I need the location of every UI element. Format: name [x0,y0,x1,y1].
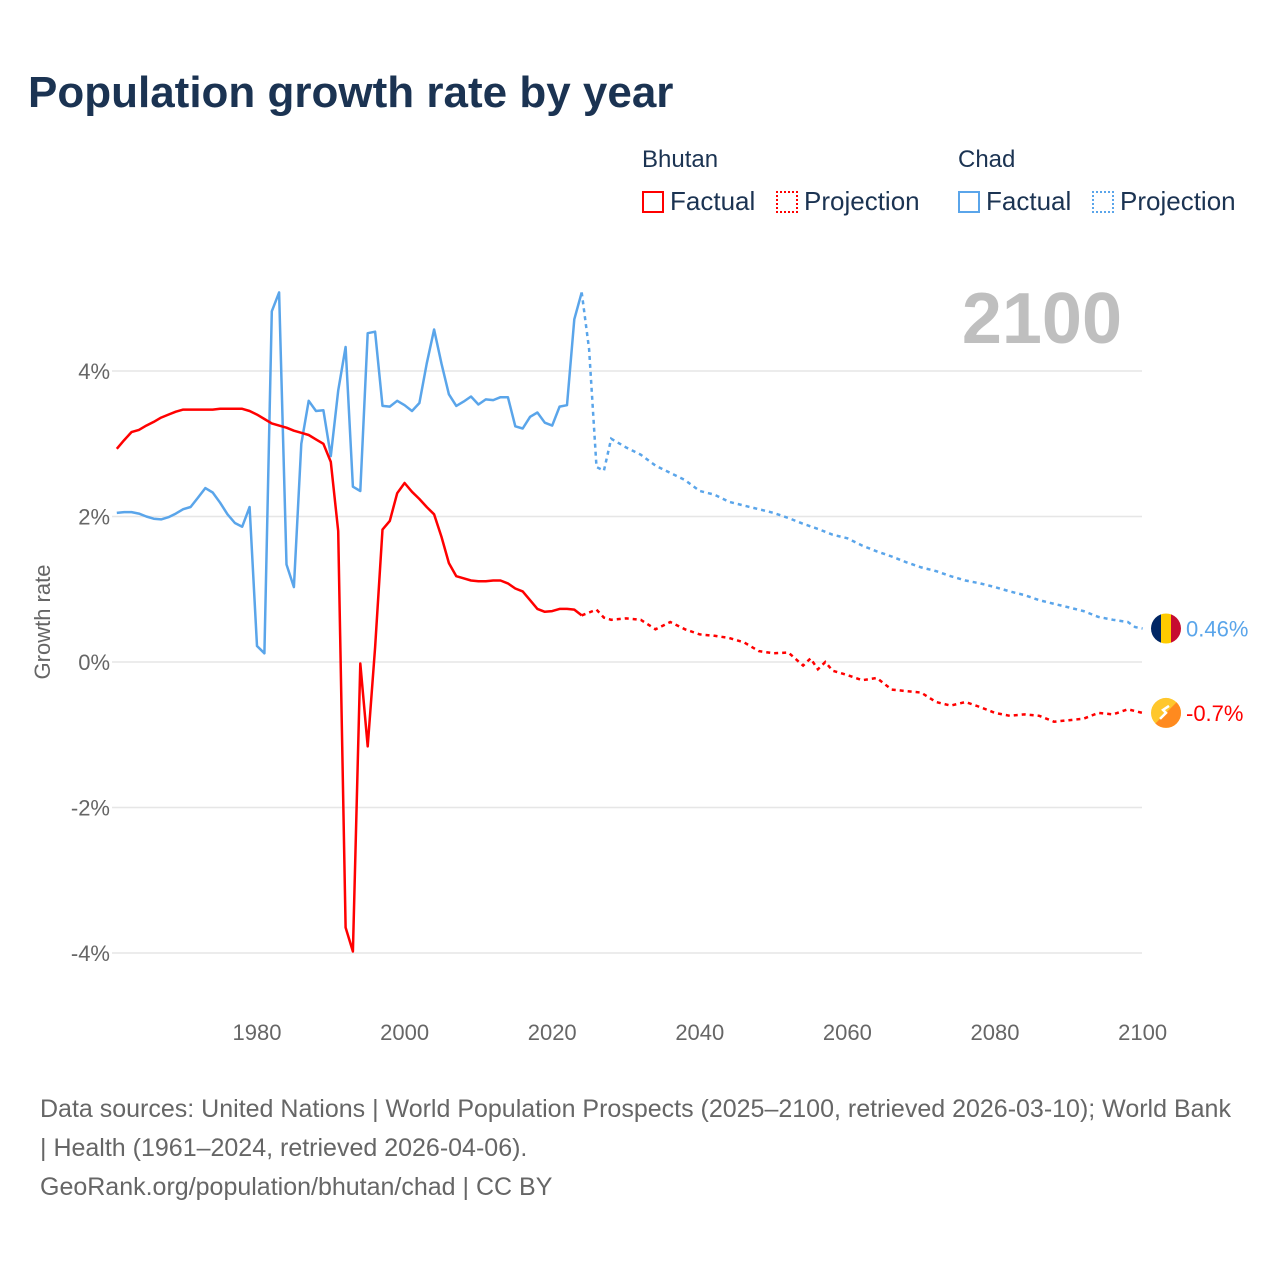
line-bhutan-factual [115,407,583,953]
end-label-bhutan: -0.7% [1186,701,1243,726]
source-link[interactable]: GeoRank.org/population/bhutan/chad | CC … [40,1173,553,1201]
legend-country-chad: Chad [958,146,1016,173]
line-bhutan-projection [581,608,1143,723]
end-label-chad: 0.46% [1186,617,1248,642]
chad-flag-icon [1151,613,1181,644]
legend-label: Factual [986,186,1072,216]
legend-swatch [776,190,798,213]
legend-label: Factual [670,186,756,216]
legend-chad-factual[interactable]: Factual [958,186,1071,217]
x-tick-label: 1980 [233,1020,282,1045]
y-tick-label: 0% [78,650,110,675]
legend-country-bhutan: Bhutan [642,146,719,173]
legend-swatch [642,190,664,213]
line-chad-factual [116,291,583,655]
y-tick-label: 4% [78,359,110,384]
y-tick-label: 2% [78,505,110,530]
bhutan-dragon [1159,704,1170,720]
data-sources: Data sources: United Nations | World Pop… [40,1095,1231,1162]
x-tick-label: 2000 [380,1020,429,1045]
x-tick-label: 2100 [1118,1020,1167,1045]
legend-swatch [958,190,980,213]
x-tick-label: 2060 [823,1020,872,1045]
legend-label: Projection [804,186,920,216]
x-tick-label: 2080 [971,1020,1020,1045]
legend-swatch [1092,190,1114,213]
legend-label: Projection [1120,186,1236,216]
year-label: 2100 [962,279,1122,359]
x-tick-label: 2020 [528,1020,577,1045]
legend-bhutan-projection[interactable]: Projection [776,186,920,217]
footer: Data sources: United Nations | World Pop… [40,1090,1240,1207]
x-tick-label: 2040 [675,1020,724,1045]
y-tick-label: -2% [71,796,110,821]
y-axis-label: Growth rate [30,565,55,680]
legend-chad-projection[interactable]: Projection [1092,186,1236,217]
y-tick-label: -4% [71,941,110,966]
legend-bhutan-factual[interactable]: Factual [642,186,755,217]
line-chad-projection [580,292,1143,630]
chart-title: Population growth rate by year [28,68,674,117]
